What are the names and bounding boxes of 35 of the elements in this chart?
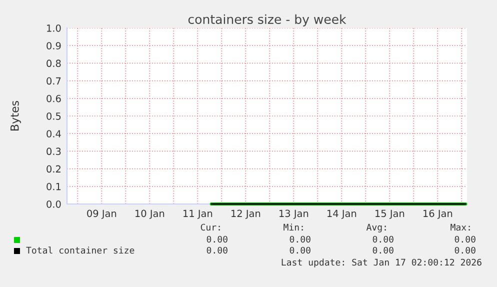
x-tick-label: 11 Jan <box>184 210 212 219</box>
chart-title: containers size - by week <box>188 14 346 26</box>
y-tick-label: 0.7 <box>46 77 61 85</box>
y-tick-label: 0.9 <box>46 42 61 50</box>
y-tick-label: 0.3 <box>46 148 61 156</box>
text: 0.00 <box>290 246 310 254</box>
y-tick-label: 0.6 <box>46 94 61 102</box>
text: 0.00 <box>454 236 476 243</box>
y-tick-label: 0.1 <box>46 182 61 190</box>
text: 0.00 <box>372 236 394 243</box>
text: 0.00 <box>454 246 476 254</box>
text: Min: <box>284 224 303 231</box>
y-tick-label: 0.5 <box>46 112 61 120</box>
x-tick-label: 16 Jan <box>424 210 452 219</box>
y-tick-label: 0.4 <box>46 130 61 138</box>
y-tick-label: 1.0 <box>47 24 61 32</box>
x-tick-label: 09 Jan <box>87 210 116 219</box>
y-axis-title: Bytes <box>10 100 21 130</box>
text: Avg: <box>366 224 386 232</box>
text: 0.00 <box>290 236 310 243</box>
x-tick-label: 15 Jan <box>376 210 404 219</box>
text: Cur: <box>200 224 220 231</box>
text: 0.00 <box>372 246 394 254</box>
x-tick-label: 12 Jan <box>232 210 260 219</box>
y-tick-label: 0.0 <box>46 200 61 208</box>
text: 0.00 <box>206 246 228 254</box>
text: Last update: Sat Jan 17 02:00:12 2026 <box>282 258 482 268</box>
legend-label: Total container size <box>26 246 134 254</box>
x-tick-label: 10 Jan <box>136 210 164 219</box>
y-tick-label: 0.2 <box>46 165 60 173</box>
x-tick-label: 14 Jan <box>328 210 356 219</box>
y-tick-label: 0.8 <box>46 60 61 68</box>
x-tick-label: 13 Jan <box>280 210 308 219</box>
text: 0.00 <box>206 236 228 243</box>
text: Max: <box>450 224 470 231</box>
